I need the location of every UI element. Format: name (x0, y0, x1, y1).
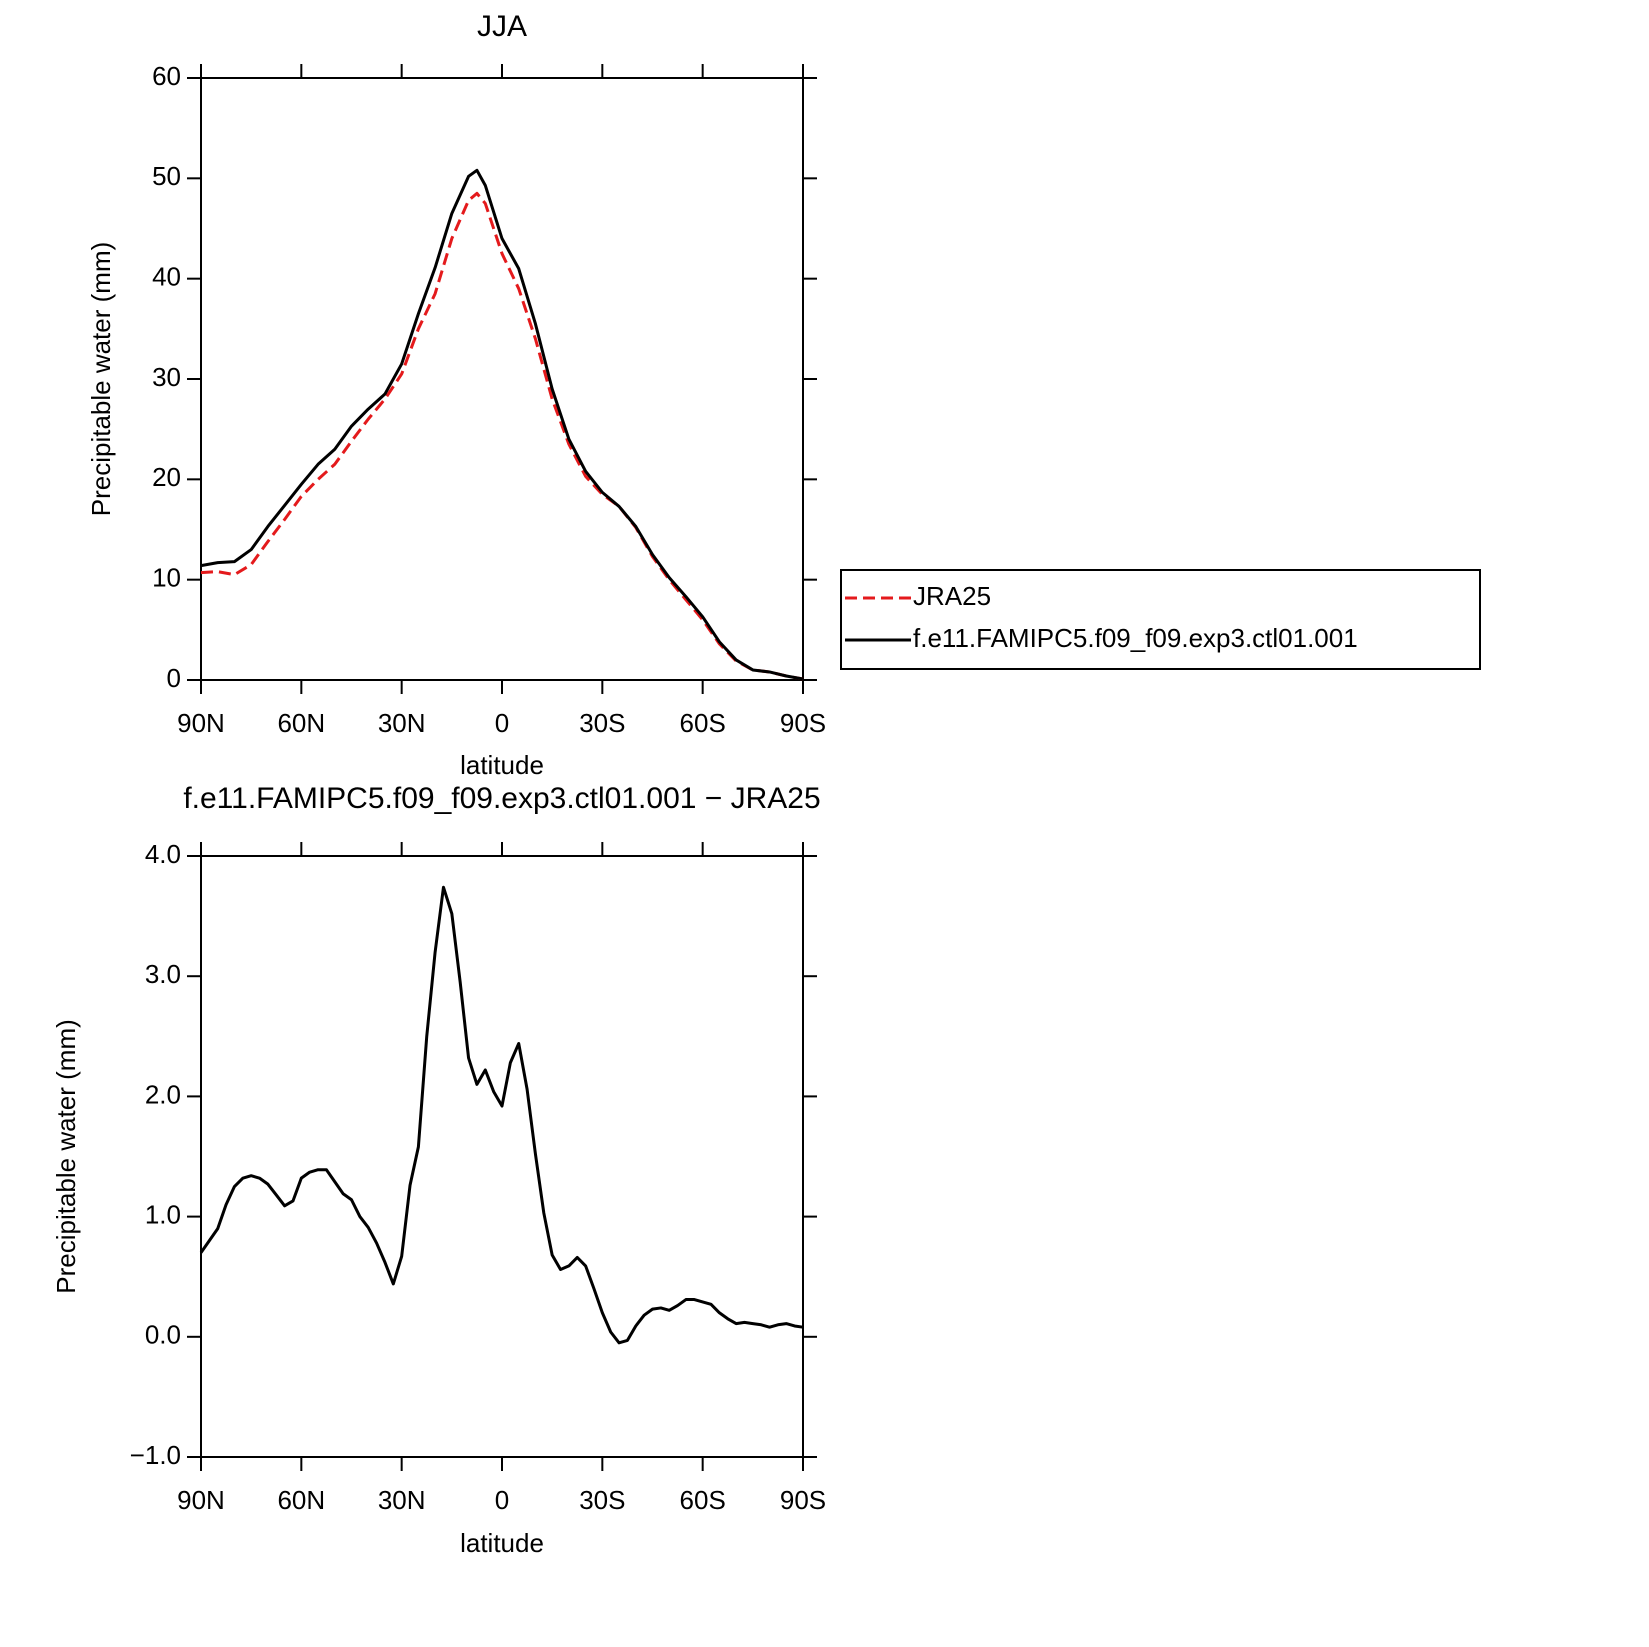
y-tick-label: 3.0 (145, 959, 181, 989)
plot-frame (200, 855, 804, 1458)
legend-label: f.e11.FAMIPC5.f09_f09.exp3.ctl01.001 (913, 623, 1358, 653)
y-tick-label: 1.0 (145, 1199, 181, 1229)
x-tick-label: 0 (495, 708, 509, 738)
y-tick-label: 2.0 (145, 1079, 181, 1109)
x-tick-label: 90S (780, 1485, 826, 1515)
x-tick-label: 90S (780, 708, 826, 738)
x-tick-label: 60S (680, 708, 726, 738)
x-axis-label: latitude (460, 750, 544, 780)
chart-title: f.e11.FAMIPC5.f09_f09.exp3.ctl01.001 − J… (183, 782, 820, 815)
y-tick-label: −1.0 (130, 1440, 181, 1470)
y-tick-label: 20 (152, 462, 181, 492)
y-tick-label: 4.0 (145, 839, 181, 869)
x-tick-label: 30S (579, 1485, 625, 1515)
x-tick-label: 90N (177, 708, 225, 738)
data-line (200, 168, 804, 681)
x-axis-label: latitude (460, 1528, 544, 1558)
data-line (199, 885, 804, 1345)
y-tick-label: 10 (152, 563, 181, 593)
y-tick-label: 50 (152, 161, 181, 191)
x-tick-label: 30N (378, 708, 426, 738)
x-tick-label: 0 (495, 1485, 509, 1515)
y-axis-label: Precipitable water (mm) (51, 1019, 81, 1294)
y-tick-label: 0.0 (145, 1320, 181, 1350)
x-tick-label: 60S (680, 1485, 726, 1515)
y-tick-label: 0 (167, 663, 181, 693)
x-tick-label: 30S (579, 708, 625, 738)
plot-frame (200, 77, 804, 681)
chart-title: JJA (477, 10, 527, 43)
y-tick-label: 40 (152, 262, 181, 292)
y-tick-label: 60 (152, 61, 181, 91)
x-tick-label: 90N (177, 1485, 225, 1515)
y-tick-label: 30 (152, 362, 181, 392)
legend-label: JRA25 (913, 581, 991, 611)
x-tick-label: 60N (277, 1485, 325, 1515)
x-tick-label: 60N (277, 708, 325, 738)
x-tick-label: 30N (378, 1485, 426, 1515)
legend-box (840, 569, 1481, 670)
y-axis-label: Precipitable water (mm) (86, 242, 116, 517)
data-line (200, 191, 804, 681)
